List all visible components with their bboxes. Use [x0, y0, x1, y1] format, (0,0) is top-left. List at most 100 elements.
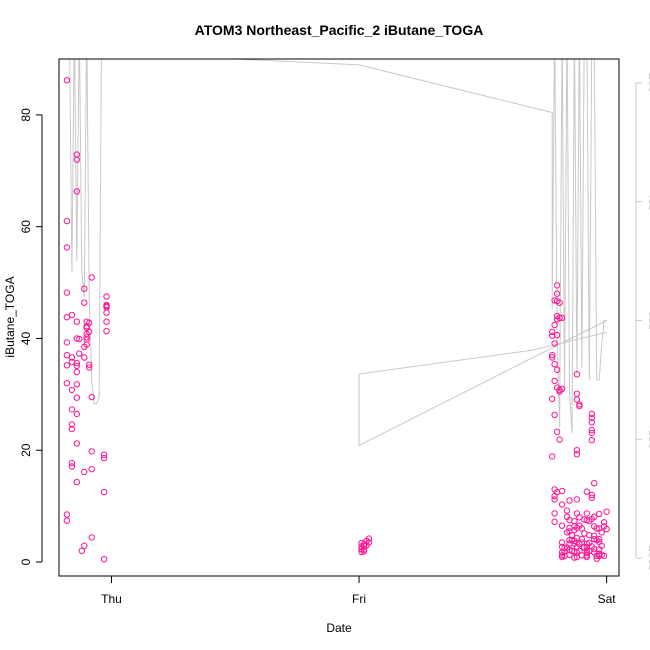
x-axis: Thu Fri Sat: [101, 575, 617, 606]
data-point: [68, 463, 76, 470]
data-point: [88, 274, 95, 281]
y-tick-label: 0: [19, 558, 33, 565]
data-point: [551, 411, 558, 419]
y-tick-label: 80: [19, 108, 33, 122]
data-point: [558, 314, 566, 321]
data-point: [558, 487, 566, 495]
data-point: [549, 395, 556, 402]
data-point: [549, 354, 556, 361]
y-tick-label: 20: [19, 443, 33, 457]
data-point: [63, 352, 71, 359]
y-axis-label: iButane_TOGA: [3, 276, 17, 357]
data-point: [588, 494, 595, 501]
data-point: [553, 366, 561, 373]
profile-line: [69, 59, 607, 447]
data-point: [588, 410, 595, 418]
data-point: [88, 534, 95, 541]
plot-area: [63, 59, 610, 563]
data-point: [68, 311, 76, 319]
data-point: [598, 529, 605, 536]
data-point: [78, 547, 86, 554]
right-tick-label: 800: [646, 429, 650, 449]
data-point: [81, 299, 88, 306]
data-point: [73, 394, 81, 401]
data-point: [68, 459, 76, 467]
data-point: [73, 188, 81, 195]
data-point: [73, 362, 81, 369]
data-point: [593, 525, 600, 532]
data-point: [73, 440, 81, 447]
data-point: [588, 426, 595, 434]
data-point: [103, 293, 110, 300]
x-tick-label: Thu: [101, 592, 122, 606]
data-point: [566, 497, 573, 504]
data-point: [86, 328, 93, 335]
data-point: [100, 556, 108, 563]
data-point: [63, 511, 71, 518]
data-point: [558, 522, 566, 529]
data-point: [551, 496, 558, 503]
data-point: [103, 328, 110, 335]
data-point: [63, 77, 71, 84]
data-point: [553, 290, 561, 297]
data-point: [558, 539, 566, 546]
data-point: [578, 525, 586, 532]
data-point: [73, 156, 81, 163]
data-point: [88, 448, 95, 455]
y-tick-label: 60: [19, 220, 33, 234]
data-point: [73, 335, 81, 342]
data-point: [588, 429, 595, 437]
data-point: [578, 535, 586, 543]
data-point: [573, 451, 581, 458]
data-point: [88, 466, 95, 473]
data-point: [73, 318, 81, 325]
y-axis-right: 200 400 600 800 1000: [635, 73, 650, 572]
data-point: [553, 428, 561, 435]
data-point: [571, 554, 578, 561]
data-point: [583, 510, 590, 517]
data-point: [365, 539, 373, 546]
data-point: [100, 454, 108, 462]
data-point: [588, 491, 595, 499]
data-point: [551, 361, 558, 368]
data-point: [68, 425, 76, 433]
data-point: [553, 282, 561, 289]
data-point: [76, 335, 83, 343]
data-point: [63, 517, 71, 524]
data-point: [81, 542, 88, 549]
data-point: [365, 535, 373, 542]
data-point: [103, 318, 110, 325]
data-point: [551, 518, 558, 525]
data-point: [68, 421, 76, 428]
data-point: [573, 371, 581, 378]
x-axis-label: Date: [326, 621, 352, 635]
data-point: [83, 334, 90, 341]
x-tick-label: Sat: [598, 592, 617, 606]
data-point: [596, 535, 603, 543]
data-point: [556, 314, 563, 321]
right-tick-label: 1000: [646, 545, 650, 572]
data-point: [81, 354, 88, 361]
right-tick-label: 200: [646, 73, 650, 93]
data-point: [103, 309, 110, 316]
data-point: [573, 396, 581, 403]
data-point: [596, 510, 603, 518]
right-tick-label: 600: [646, 310, 650, 330]
data-point: [553, 331, 561, 339]
data-point: [549, 328, 556, 335]
data-point: [551, 377, 558, 385]
data-point: [73, 478, 81, 486]
data-point: [591, 480, 598, 487]
data-point: [558, 501, 566, 508]
data-point: [588, 419, 595, 426]
data-point: [576, 402, 583, 410]
y-axis-left: 0 20 40 60 80: [19, 108, 43, 565]
data-point: [63, 289, 71, 296]
data-point: [68, 386, 76, 394]
data-point: [63, 217, 71, 225]
data-point: [86, 361, 93, 368]
data-point: [63, 380, 71, 387]
data-point: [583, 553, 590, 561]
data-point: [551, 510, 558, 517]
